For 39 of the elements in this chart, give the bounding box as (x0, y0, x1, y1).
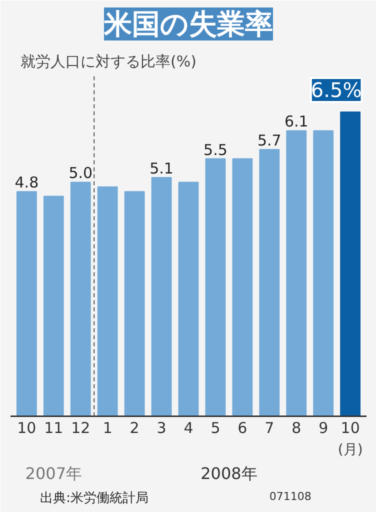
x-tick-label: 7 (264, 419, 274, 438)
x-tick-label: 3 (156, 419, 166, 438)
data-label: 4.8 (14, 174, 39, 192)
chart-subtitle: 就労人口に対する比率(%) (20, 52, 196, 70)
bar (205, 158, 226, 417)
text: 2008年 (200, 464, 258, 484)
text: 071108 (269, 490, 312, 504)
x-tick-label: 2 (130, 419, 140, 438)
x-axis-title: (月) (338, 442, 363, 458)
x-tick-label: 1 (102, 419, 112, 438)
data-label: 5.1 (150, 160, 174, 178)
bar (232, 158, 253, 417)
x-tick-label: 9 (318, 419, 328, 438)
bar (97, 186, 118, 417)
bar (259, 148, 280, 417)
bar (151, 177, 172, 417)
source-note: 出典:米労働統計局 (40, 491, 149, 506)
text: 2007年 (25, 464, 82, 484)
x-tick-label: 8 (292, 419, 302, 438)
x-tick-label: 10 (17, 419, 36, 438)
bar (16, 191, 37, 417)
bar (70, 182, 91, 417)
bar (286, 130, 307, 417)
x-tick-label: 12 (71, 419, 90, 438)
bar (313, 130, 334, 417)
x-tick-label: 5 (210, 419, 220, 438)
data-label: 5.0 (68, 164, 93, 182)
bar (178, 182, 199, 417)
data-label: 5.7 (257, 131, 282, 150)
x-tick-label: 4 (184, 419, 194, 438)
bar (124, 191, 145, 417)
data-label: 6.1 (284, 112, 308, 131)
x-tick-label: 6 (238, 419, 248, 438)
chart-title: 米国の失業率 (103, 8, 273, 40)
x-tick-label: 10 (340, 419, 360, 438)
x-tick-label: 11 (44, 419, 64, 438)
bar (43, 196, 64, 417)
data-label: 5.5 (204, 140, 228, 159)
bar (340, 112, 361, 417)
